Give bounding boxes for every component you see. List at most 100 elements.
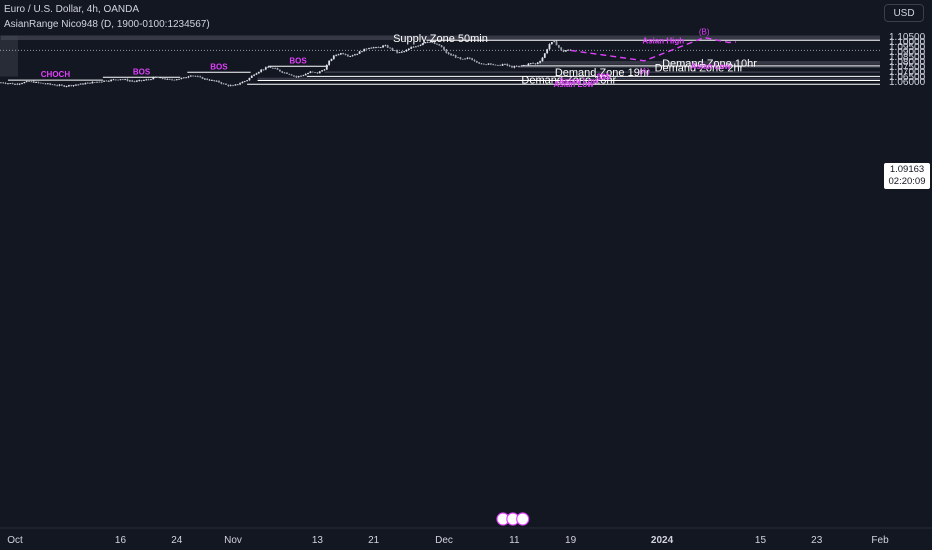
last-price-value: 1.09163: [889, 164, 925, 175]
zone-rect: [257, 77, 881, 81]
candle-body: [222, 83, 225, 85]
candle-body: [550, 42, 553, 45]
candle-body: [232, 85, 234, 87]
candle-body: [248, 77, 251, 81]
candle-body: [56, 85, 59, 87]
candle-body: [511, 66, 513, 68]
zone-label: Demand Zone 2hr: [655, 62, 744, 74]
candle-body: [70, 85, 73, 86]
candle-body: [400, 51, 403, 53]
candle-body: [119, 79, 122, 81]
candle-body: [211, 80, 213, 81]
candle-body: [363, 48, 366, 52]
candle-body: [555, 41, 558, 46]
candle-body: [173, 79, 176, 81]
candle-body: [344, 54, 347, 56]
candle-body: [2, 82, 5, 84]
candle-body: [440, 45, 443, 48]
candle-body: [269, 66, 272, 68]
candle-body: [206, 78, 209, 80]
indicator-legend[interactable]: AsianRange Nico948 (D, 1900-0100:1234567…: [4, 19, 210, 30]
candle-body: [309, 71, 312, 74]
candle-body: [300, 75, 302, 77]
candle-body: [543, 53, 546, 58]
candle-body: [339, 53, 342, 55]
structure-label: CHOCH: [41, 70, 71, 79]
candle-body: [51, 84, 54, 86]
candle-body: [567, 49, 570, 51]
candle-body: [518, 65, 520, 67]
candle-body: [18, 83, 21, 85]
candle-body: [396, 50, 399, 53]
candle-body: [323, 69, 326, 71]
candle-body: [375, 47, 377, 49]
candle-body: [515, 66, 518, 67]
candle-body: [473, 60, 476, 62]
candle-body: [361, 51, 363, 53]
candle-body: [288, 73, 291, 75]
candle-body: [330, 58, 333, 61]
candle-body: [279, 69, 281, 72]
candle-body: [159, 77, 162, 79]
x-axis[interactable]: Oct 16 24 Nov 13 21 Dec 11 19 2024 15 23 Feb: [0, 527, 932, 550]
candle-body: [337, 54, 340, 56]
y-axis[interactable]: 1.105001.100001.095001.090001.085001.080…: [880, 0, 932, 550]
candle-body: [133, 81, 136, 82]
candle-body: [126, 79, 129, 81]
candle-body: [42, 82, 45, 84]
candle-body: [267, 66, 270, 68]
x-tick-label: 16: [115, 535, 127, 546]
candle-body: [166, 78, 169, 80]
candle-body: [445, 49, 448, 53]
candle-body: [457, 57, 459, 59]
candle-body: [412, 46, 415, 48]
candle-body: [103, 80, 105, 82]
currency-selector[interactable]: USD: [884, 4, 924, 22]
x-tick-label: 19: [565, 535, 577, 546]
candle-body: [452, 55, 455, 56]
zone-rect: [538, 61, 880, 65]
candle-body: [321, 70, 323, 72]
structure-label: BOS: [289, 56, 307, 65]
candle-body: [562, 50, 565, 52]
x-tick-label: 2024: [651, 535, 674, 546]
level-label: Asian Low: [559, 77, 600, 86]
candle-body: [82, 83, 84, 85]
level-label: Asian High: [642, 36, 684, 45]
projection-layer: (A) (B): [570, 28, 736, 76]
structure-label: BOS: [133, 67, 151, 76]
candle-body: [236, 84, 239, 86]
candle-body: [318, 71, 321, 74]
y-axis-bg: [880, 0, 932, 550]
candle-body: [262, 69, 265, 71]
candle-body: [131, 80, 134, 82]
candle-body: [16, 83, 19, 85]
candle-body: [239, 83, 241, 85]
candle-body: [548, 44, 551, 50]
candle-body: [98, 81, 101, 83]
x-tick-label: 15: [755, 535, 767, 546]
candle-body: [417, 45, 420, 47]
x-tick-label: Dec: [435, 535, 453, 546]
candle-body: [140, 80, 143, 81]
candle-body: [349, 56, 352, 57]
candle-body: [382, 45, 384, 48]
candle-body: [110, 79, 113, 81]
candle-body: [271, 67, 274, 69]
y-tick-label: 1.06000: [889, 77, 926, 88]
candle-body: [241, 81, 244, 84]
candle-body: [30, 81, 33, 83]
candle-body: [335, 54, 338, 56]
bar-countdown: 02:20:09: [888, 176, 926, 187]
candle-body: [86, 82, 89, 84]
candle-body: [316, 72, 319, 74]
candle-body: [365, 48, 368, 50]
candle-body: [243, 81, 246, 82]
candle-body: [213, 80, 216, 81]
candle-body: [201, 77, 204, 79]
candle-body: [560, 47, 563, 51]
candle-body: [461, 58, 464, 60]
candle-body: [429, 41, 431, 43]
candle-body: [65, 86, 68, 87]
